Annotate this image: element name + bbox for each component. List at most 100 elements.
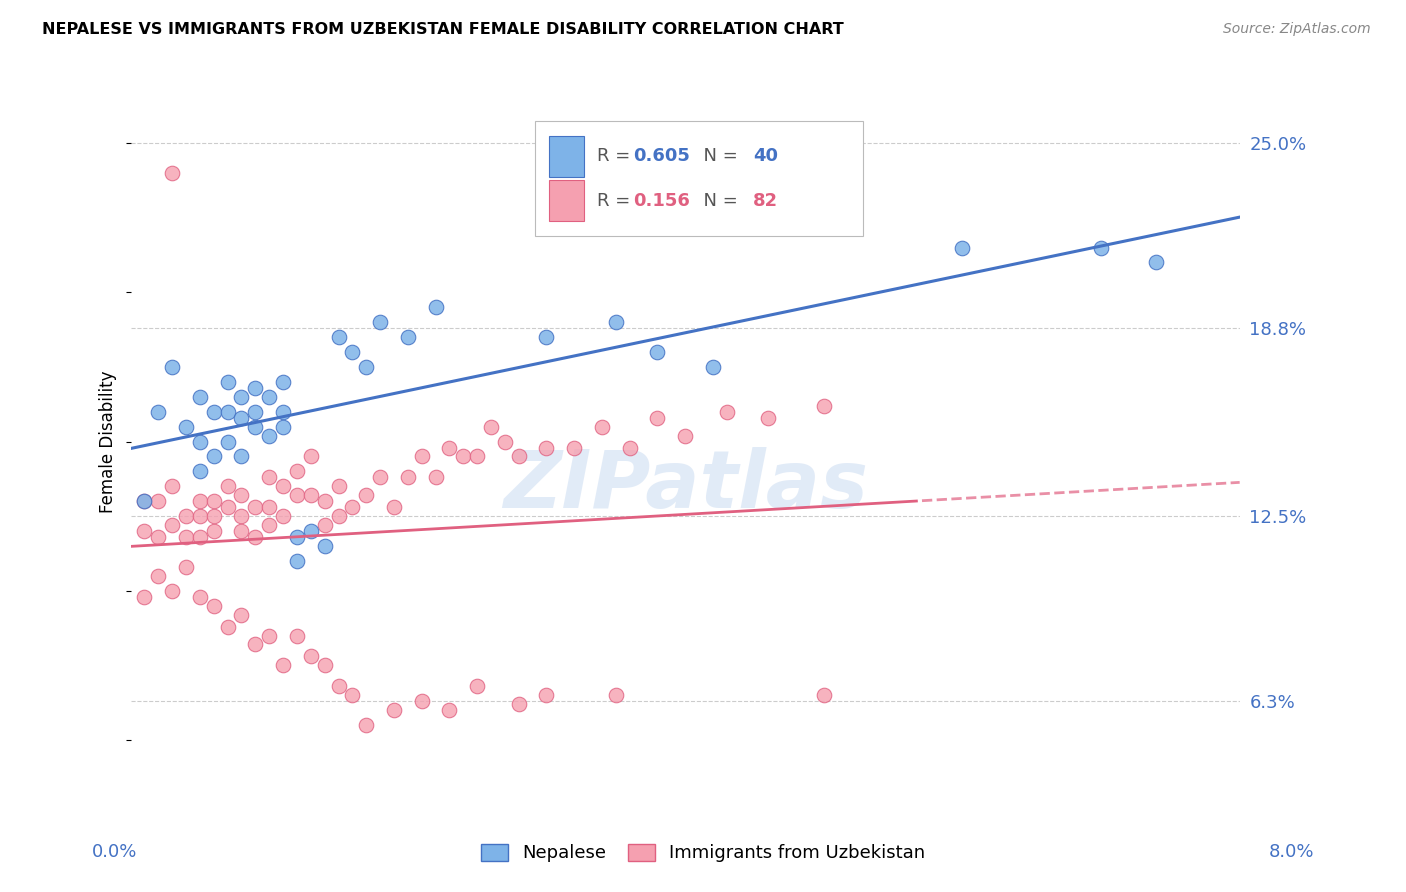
Point <box>396 470 419 484</box>
Point <box>134 494 156 508</box>
Point <box>245 530 267 544</box>
Point <box>411 694 433 708</box>
Point <box>245 381 267 395</box>
Text: N =: N = <box>692 192 744 210</box>
Point <box>174 560 197 574</box>
Point <box>231 509 253 524</box>
Point <box>188 590 211 604</box>
Point <box>148 494 170 508</box>
Point <box>217 405 239 419</box>
Point <box>245 637 267 651</box>
Point <box>342 688 364 702</box>
Point <box>647 410 669 425</box>
Point <box>217 619 239 633</box>
Point <box>813 688 835 702</box>
Point <box>368 315 391 329</box>
Point <box>1090 241 1112 255</box>
Text: R =: R = <box>598 147 637 165</box>
Point <box>453 450 475 464</box>
Point <box>202 599 225 613</box>
Point <box>354 488 377 502</box>
Point <box>494 434 516 449</box>
Point <box>508 450 530 464</box>
Point <box>1146 255 1168 269</box>
Text: 0.0%: 0.0% <box>91 843 136 861</box>
Point <box>314 494 336 508</box>
Point <box>202 524 225 538</box>
Point <box>245 405 267 419</box>
Point <box>271 658 294 673</box>
Point <box>134 590 156 604</box>
Point <box>702 359 724 374</box>
Point <box>202 509 225 524</box>
Point <box>174 419 197 434</box>
Point <box>465 679 488 693</box>
Point <box>314 658 336 673</box>
FancyBboxPatch shape <box>548 180 583 221</box>
Point <box>354 359 377 374</box>
Point <box>342 500 364 515</box>
Point <box>425 470 447 484</box>
Point <box>354 718 377 732</box>
Point <box>813 399 835 413</box>
Point <box>285 530 308 544</box>
Point <box>508 697 530 711</box>
Point <box>271 375 294 389</box>
FancyBboxPatch shape <box>548 136 583 177</box>
Point <box>479 419 502 434</box>
Point <box>231 450 253 464</box>
Text: NEPALESE VS IMMIGRANTS FROM UZBEKISTAN FEMALE DISABILITY CORRELATION CHART: NEPALESE VS IMMIGRANTS FROM UZBEKISTAN F… <box>42 22 844 37</box>
Point <box>368 470 391 484</box>
Point <box>257 428 280 442</box>
Point <box>174 530 197 544</box>
Text: 0.605: 0.605 <box>633 147 690 165</box>
Point <box>536 688 558 702</box>
Point <box>299 450 322 464</box>
Point <box>465 450 488 464</box>
Text: R =: R = <box>598 192 637 210</box>
Point <box>439 703 461 717</box>
FancyBboxPatch shape <box>536 120 862 236</box>
Point <box>271 419 294 434</box>
Point <box>314 518 336 533</box>
Point <box>271 509 294 524</box>
Point <box>160 359 183 374</box>
Point <box>328 509 350 524</box>
Point <box>217 434 239 449</box>
Point <box>160 166 183 180</box>
Point <box>673 428 696 442</box>
Point <box>188 530 211 544</box>
Point <box>257 390 280 404</box>
Point <box>231 390 253 404</box>
Point <box>396 330 419 344</box>
Text: ZIPatlas: ZIPatlas <box>502 447 868 525</box>
Text: 82: 82 <box>752 192 778 210</box>
Point <box>411 450 433 464</box>
Point <box>202 494 225 508</box>
Point <box>160 479 183 493</box>
Point <box>257 500 280 515</box>
Point <box>257 470 280 484</box>
Y-axis label: Female Disability: Female Disability <box>100 370 117 513</box>
Point <box>188 494 211 508</box>
Point <box>160 583 183 598</box>
Point <box>299 524 322 538</box>
Point <box>231 488 253 502</box>
Point <box>245 500 267 515</box>
Point <box>591 419 613 434</box>
Point <box>439 441 461 455</box>
Point <box>647 345 669 359</box>
Point <box>562 441 585 455</box>
Point <box>285 628 308 642</box>
Point <box>174 509 197 524</box>
Point <box>148 569 170 583</box>
Point <box>605 315 627 329</box>
Legend: Nepalese, Immigrants from Uzbekistan: Nepalese, Immigrants from Uzbekistan <box>474 837 932 870</box>
Point <box>231 607 253 622</box>
Point <box>160 518 183 533</box>
Point <box>425 300 447 314</box>
Point <box>536 441 558 455</box>
Point <box>148 405 170 419</box>
Point <box>285 554 308 568</box>
Point <box>536 330 558 344</box>
